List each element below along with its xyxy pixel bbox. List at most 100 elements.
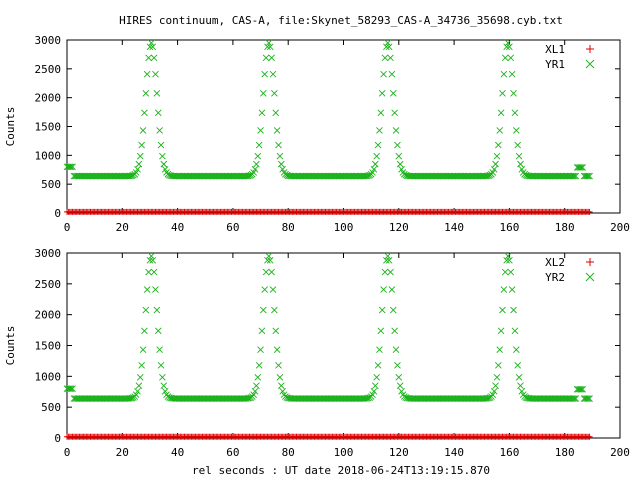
data-point [507,54,515,62]
legend-marker [585,59,595,69]
data-point [493,152,501,160]
x-tick-label: 160 [499,446,519,459]
data-point [579,164,586,171]
data-point [255,362,263,369]
data-point [266,43,274,51]
data-point [275,141,282,149]
legend-label: XL1 [545,43,565,56]
data-point [490,165,498,173]
data-point [512,127,520,134]
data-point [514,362,522,369]
data-point [511,109,519,117]
x-tick-label: 40 [171,221,184,234]
data-point [373,373,380,381]
data-point [255,141,263,149]
data-point [149,43,157,51]
data-point [510,306,517,314]
data-point [143,286,151,293]
data-point [66,163,74,171]
x-tick-label: 80 [282,221,295,234]
data-point [272,109,280,117]
data-point [141,327,148,335]
data-point [385,43,393,51]
data-point [508,70,516,78]
data-point [369,391,376,398]
data-point [143,70,151,78]
data-point [67,163,75,171]
data-point [272,327,280,335]
data-point [243,395,251,402]
data-point [380,70,387,78]
data-point [500,70,508,78]
data-point [499,306,506,314]
data-point [134,165,141,173]
x-tick-label: 60 [226,221,239,234]
series-XL1 [64,208,593,215]
data-point [275,362,282,369]
x-tick-label: 100 [334,446,354,459]
data-point [576,385,584,393]
data-point [571,172,578,180]
data-point [159,152,166,160]
data-point [150,54,158,62]
data-point [146,43,154,51]
data-point [389,90,397,97]
plot-frame [66,252,621,439]
data-point [264,256,271,264]
data-point [157,362,165,369]
data-point [584,395,592,402]
data-point [134,387,141,395]
data-point [496,127,504,134]
data-point [141,109,148,117]
data-point [153,306,161,314]
data-point [514,141,522,149]
data-point [138,362,145,369]
data-point [148,39,155,47]
data-point [139,346,147,354]
data-point [268,268,275,276]
data-point [394,362,401,369]
data-point [500,286,508,293]
x-axis-label: rel seconds : UT date 2018-06-24T13:19:1… [192,464,490,477]
data-point [142,90,150,97]
data-point [504,39,512,47]
data-point [66,385,74,392]
y-tick-label: 0 [54,207,61,220]
data-point [515,373,523,381]
y-tick-label: 3000 [35,34,62,47]
y-tick-label: 1500 [35,340,62,353]
data-point [156,127,163,134]
data-point [277,382,285,390]
data-point [268,54,275,62]
legend-marker [586,258,594,266]
data-point [376,127,383,134]
data-point [381,268,389,276]
y-tick-label: 3000 [35,247,62,260]
y-tick-label: 2000 [35,92,62,105]
data-point [497,109,505,117]
data-point [389,306,397,314]
x-tick-label: 40 [171,446,184,459]
data-point [499,90,506,97]
y-axis-label: Counts [4,326,17,366]
data-point [385,256,393,264]
y-tick-label: 1000 [35,149,62,162]
data-point [253,382,260,390]
data-point [259,306,267,314]
data-point [67,385,75,392]
data-point [490,387,498,395]
x-tick-label: 80 [282,446,295,459]
data-point [586,395,593,402]
data-point [254,152,262,160]
legend-label: YR2 [545,271,565,284]
data-point [506,256,513,264]
data-point [378,90,386,97]
data-point [257,346,264,354]
panel-1: 0 20 40 60 80 100 120 140 160 180 2000500100015002… [4,34,630,234]
data-point [154,327,162,335]
y-tick-label: 500 [41,178,61,191]
data-point [503,256,510,264]
data-point [383,43,390,51]
